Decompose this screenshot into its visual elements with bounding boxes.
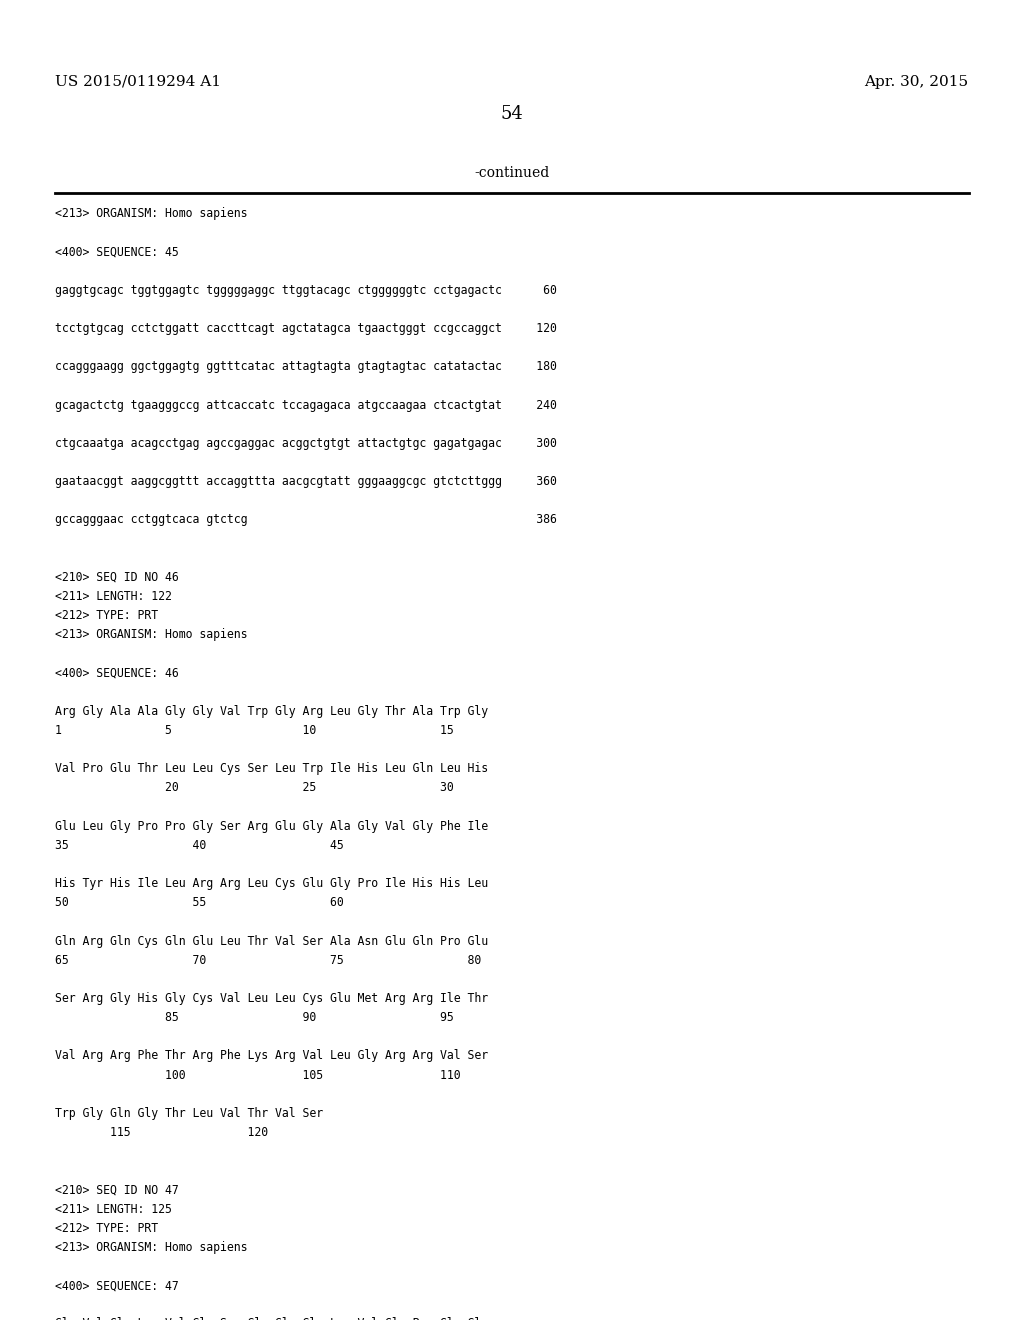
Text: ccagggaagg ggctggagtg ggtttcatac attagtagta gtagtagtac catatactac     180: ccagggaagg ggctggagtg ggtttcatac attagta…: [55, 360, 557, 374]
Text: Glu Leu Gly Pro Pro Gly Ser Arg Glu Gly Ala Gly Val Gly Phe Ile: Glu Leu Gly Pro Pro Gly Ser Arg Glu Gly …: [55, 820, 488, 833]
Text: 115                 120: 115 120: [55, 1126, 268, 1139]
Text: 50                  55                  60: 50 55 60: [55, 896, 344, 909]
Text: <400> SEQUENCE: 47: <400> SEQUENCE: 47: [55, 1279, 179, 1292]
Text: -continued: -continued: [474, 166, 550, 180]
Text: gcagactctg tgaagggccg attcaccatc tccagagaca atgccaagaa ctcactgtat     240: gcagactctg tgaagggccg attcaccatc tccagag…: [55, 399, 557, 412]
Text: gccagggaac cctggtcaca gtctcg                                          386: gccagggaac cctggtcaca gtctcg 386: [55, 513, 557, 527]
Text: <213> ORGANISM: Homo sapiens: <213> ORGANISM: Homo sapiens: [55, 207, 248, 220]
Text: Val Arg Arg Phe Thr Arg Phe Lys Arg Val Leu Gly Arg Arg Val Ser: Val Arg Arg Phe Thr Arg Phe Lys Arg Val …: [55, 1049, 488, 1063]
Text: <213> ORGANISM: Homo sapiens: <213> ORGANISM: Homo sapiens: [55, 1241, 248, 1254]
Text: Ser Arg Gly His Gly Cys Val Leu Leu Cys Glu Met Arg Arg Ile Thr: Ser Arg Gly His Gly Cys Val Leu Leu Cys …: [55, 993, 488, 1005]
Text: Apr. 30, 2015: Apr. 30, 2015: [864, 75, 969, 88]
Text: 1               5                   10                  15: 1 5 10 15: [55, 725, 454, 737]
Text: <210> SEQ ID NO 46: <210> SEQ ID NO 46: [55, 572, 179, 583]
Text: Val Pro Glu Thr Leu Leu Cys Ser Leu Trp Ile His Leu Gln Leu His: Val Pro Glu Thr Leu Leu Cys Ser Leu Trp …: [55, 763, 488, 775]
Text: tcctgtgcag cctctggatt caccttcagt agctatagca tgaactgggt ccgccaggct     120: tcctgtgcag cctctggatt caccttcagt agctata…: [55, 322, 557, 335]
Text: 100                 105                 110: 100 105 110: [55, 1069, 461, 1081]
Text: ctgcaaatga acagcctgag agccgaggac acggctgtgt attactgtgc gagatgagac     300: ctgcaaatga acagcctgag agccgaggac acggctg…: [55, 437, 557, 450]
Text: <210> SEQ ID NO 47: <210> SEQ ID NO 47: [55, 1184, 179, 1196]
Text: <400> SEQUENCE: 45: <400> SEQUENCE: 45: [55, 246, 179, 259]
Text: 20                  25                  30: 20 25 30: [55, 781, 454, 795]
Text: 35                  40                  45: 35 40 45: [55, 840, 344, 851]
Text: 65                  70                  75                  80: 65 70 75 80: [55, 953, 481, 966]
Text: Trp Gly Gln Gly Thr Leu Val Thr Val Ser: Trp Gly Gln Gly Thr Leu Val Thr Val Ser: [55, 1106, 324, 1119]
Text: 85                  90                  95: 85 90 95: [55, 1011, 454, 1024]
Text: <213> ORGANISM: Homo sapiens: <213> ORGANISM: Homo sapiens: [55, 628, 248, 642]
Text: Gln Arg Gln Cys Gln Glu Leu Thr Val Ser Ala Asn Glu Gln Pro Glu: Gln Arg Gln Cys Gln Glu Leu Thr Val Ser …: [55, 935, 488, 948]
Text: <212> TYPE: PRT: <212> TYPE: PRT: [55, 610, 159, 622]
Text: Arg Gly Ala Ala Gly Gly Val Trp Gly Arg Leu Gly Thr Ala Trp Gly: Arg Gly Ala Ala Gly Gly Val Trp Gly Arg …: [55, 705, 488, 718]
Text: <212> TYPE: PRT: <212> TYPE: PRT: [55, 1222, 159, 1234]
Text: <211> LENGTH: 122: <211> LENGTH: 122: [55, 590, 172, 603]
Text: gaggtgcagc tggtggagtc tgggggaggc ttggtacagc ctggggggtc cctgagactc      60: gaggtgcagc tggtggagtc tgggggaggc ttggtac…: [55, 284, 557, 297]
Text: US 2015/0119294 A1: US 2015/0119294 A1: [55, 75, 221, 88]
Text: His Tyr His Ile Leu Arg Arg Leu Cys Glu Gly Pro Ile His His Leu: His Tyr His Ile Leu Arg Arg Leu Cys Glu …: [55, 878, 488, 890]
Text: gaataacggt aaggcggttt accaggttta aacgcgtatt gggaaggcgc gtctcttggg     360: gaataacggt aaggcggttt accaggttta aacgcgt…: [55, 475, 557, 488]
Text: <211> LENGTH: 125: <211> LENGTH: 125: [55, 1203, 172, 1216]
Text: <400> SEQUENCE: 46: <400> SEQUENCE: 46: [55, 667, 179, 680]
Text: Glu Val Gln Leu Val Glu Ser Gly Gly Gly Leu Val Gln Pro Gly Gly: Glu Val Gln Leu Val Glu Ser Gly Gly Gly …: [55, 1317, 488, 1320]
Text: 54: 54: [501, 104, 523, 123]
